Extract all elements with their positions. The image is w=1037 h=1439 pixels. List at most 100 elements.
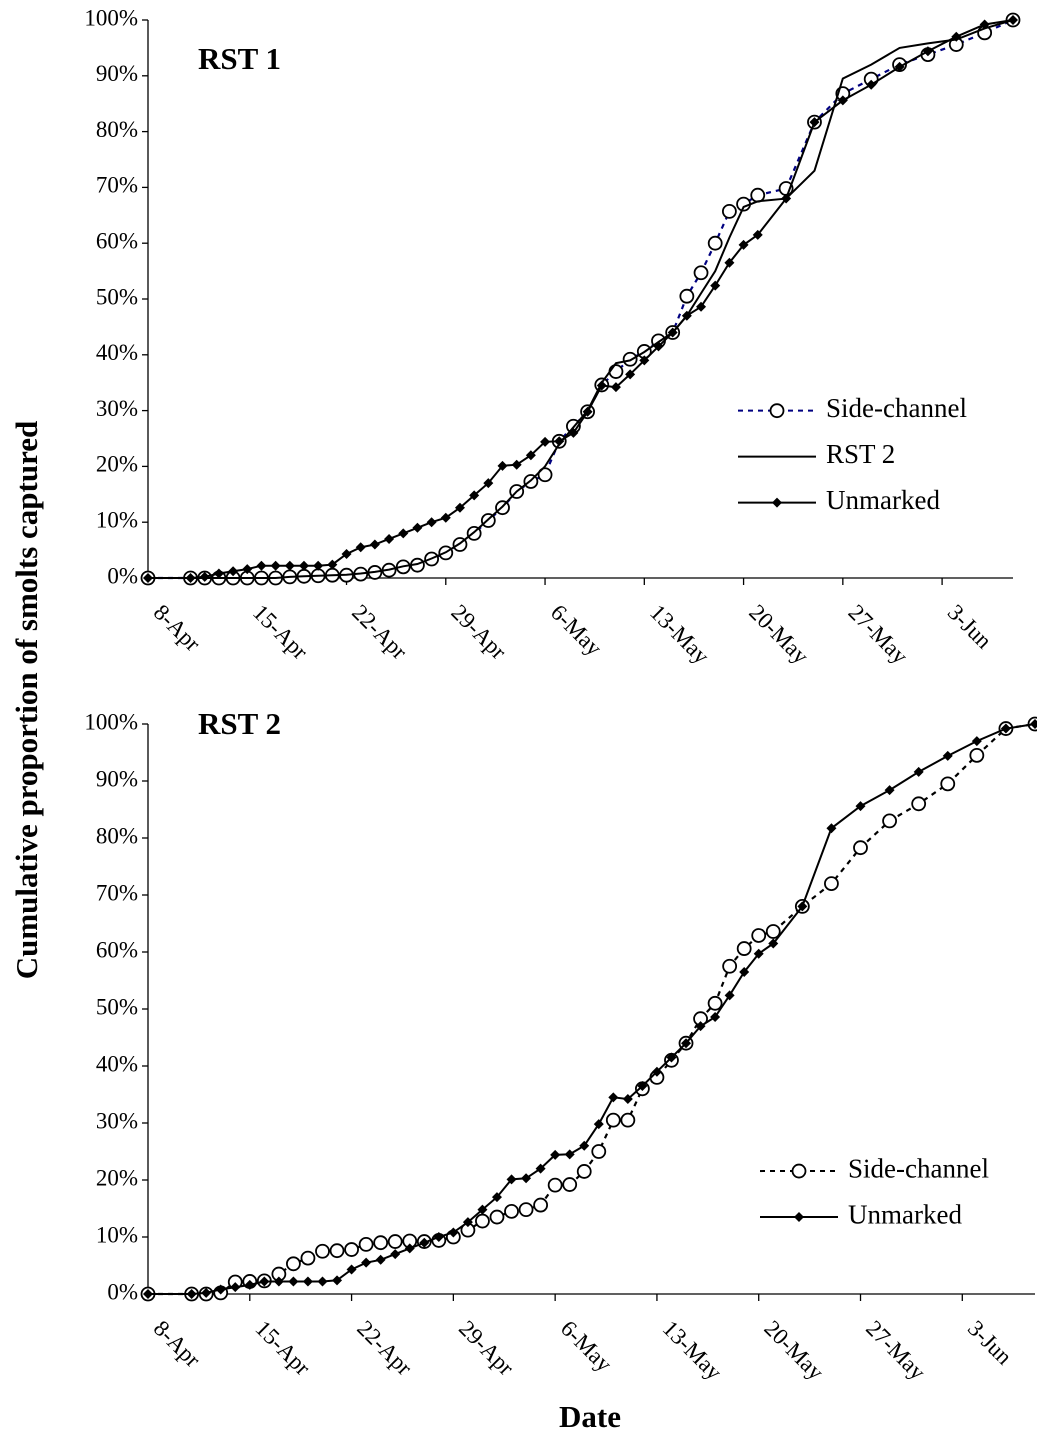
y-tick-label: 30% [96,1108,138,1133]
marker [550,1149,561,1160]
marker [256,560,267,571]
y-tick-label: 10% [96,507,138,532]
marker [355,542,366,553]
marker [724,257,735,268]
marker [736,941,752,956]
marker [344,1242,359,1257]
x-tick-label: 3-Jun [943,600,997,654]
marker [866,79,877,90]
marker [913,766,924,777]
marker [911,796,927,812]
y-tick-label: 50% [96,994,138,1019]
marker [143,1289,153,1299]
y-tick-label: 70% [96,880,138,905]
marker [288,1276,299,1287]
marker [384,533,395,544]
marker [564,1149,575,1160]
marker [942,750,953,761]
marker [440,512,451,523]
marker [639,355,650,366]
marker [824,876,839,891]
marker [765,924,781,939]
marker [535,1163,546,1174]
marker [375,1254,386,1265]
marker [837,95,848,106]
marker [979,19,990,30]
marker [576,1164,592,1179]
marker [596,380,607,391]
marker [651,1066,662,1077]
marker [300,1250,316,1266]
marker [270,560,281,571]
x-tick-label: 6-May [556,1316,617,1377]
legend-marker [791,1163,807,1179]
marker [185,573,196,583]
marker [242,564,253,575]
y-tick-label: 40% [96,1051,138,1076]
marker [273,1276,284,1287]
y-tick-label: 20% [96,452,138,477]
marker [610,382,621,393]
y-tick-label: 60% [96,937,138,962]
marker [622,1094,633,1105]
x-tick-label: 13-May [645,600,715,670]
marker [489,1209,505,1225]
marker [969,747,985,763]
marker [605,1112,621,1128]
marker [540,436,551,447]
marker [593,1119,604,1130]
marker [525,450,536,461]
marker [768,938,779,949]
chart-title: RST 2 [198,706,281,741]
marker [332,1275,343,1286]
marker [751,928,767,943]
marker [971,736,982,747]
marker [369,539,380,550]
marker [518,1202,534,1218]
marker [213,568,224,579]
marker [724,990,735,1001]
marker [259,1276,270,1287]
marker [882,813,897,829]
chart-title: RST 1 [198,41,281,76]
marker [884,785,895,796]
marker [681,1038,692,1049]
marker [753,948,764,959]
marker [215,1284,226,1295]
marker [696,301,707,312]
marker [738,239,749,250]
marker [710,1011,721,1022]
marker [537,467,553,483]
y-tick-label: 80% [96,823,138,848]
marker [504,1203,519,1219]
marker [707,995,723,1011]
marker [315,1243,330,1259]
marker [922,46,933,57]
marker [284,560,295,571]
marker [454,502,465,513]
marker [286,1256,301,1272]
marker [511,459,522,470]
x-tick-label: 6-May [546,600,607,661]
x-tick-label: 15-Apr [248,600,313,665]
marker [477,1204,488,1215]
marker [228,566,239,577]
x-tick-label: 22-Apr [347,600,412,665]
marker [620,1112,636,1128]
legend-marker [769,403,785,419]
marker [317,1276,328,1287]
marker [826,823,837,834]
marker [1008,15,1018,25]
marker [491,1192,502,1203]
marker [497,460,508,471]
marker [462,1217,473,1228]
marker [143,573,153,583]
marker [469,490,480,501]
x-axis-title: Date [559,1399,621,1434]
marker [809,117,820,128]
marker [1000,723,1011,734]
marker [475,1213,490,1229]
y-axis-title: Cumulative proportion of smolts captured [9,421,44,980]
legend-label: Side-channel [848,1153,989,1183]
marker [419,1237,430,1248]
